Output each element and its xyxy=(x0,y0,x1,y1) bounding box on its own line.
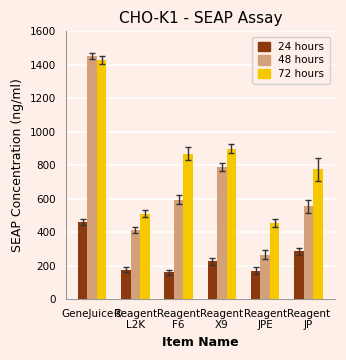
X-axis label: Item Name: Item Name xyxy=(162,336,239,349)
Bar xyxy=(131,230,140,299)
Bar xyxy=(121,270,131,299)
Bar xyxy=(227,149,236,299)
Bar xyxy=(97,60,107,299)
Bar xyxy=(183,153,193,299)
Bar xyxy=(304,206,313,299)
Bar xyxy=(140,214,150,299)
Title: CHO-K1 - SEAP Assay: CHO-K1 - SEAP Assay xyxy=(119,11,282,26)
Bar xyxy=(261,255,270,299)
Bar xyxy=(164,272,174,299)
Bar xyxy=(313,170,323,299)
Bar xyxy=(208,261,217,299)
Bar xyxy=(217,167,227,299)
Bar xyxy=(174,199,183,299)
Bar xyxy=(270,223,280,299)
Bar xyxy=(88,56,97,299)
Y-axis label: SEAP Concentration (ng/ml): SEAP Concentration (ng/ml) xyxy=(11,78,24,252)
Bar xyxy=(78,222,88,299)
Bar xyxy=(251,271,261,299)
Bar xyxy=(294,251,304,299)
Legend: 24 hours, 48 hours, 72 hours: 24 hours, 48 hours, 72 hours xyxy=(253,37,330,84)
